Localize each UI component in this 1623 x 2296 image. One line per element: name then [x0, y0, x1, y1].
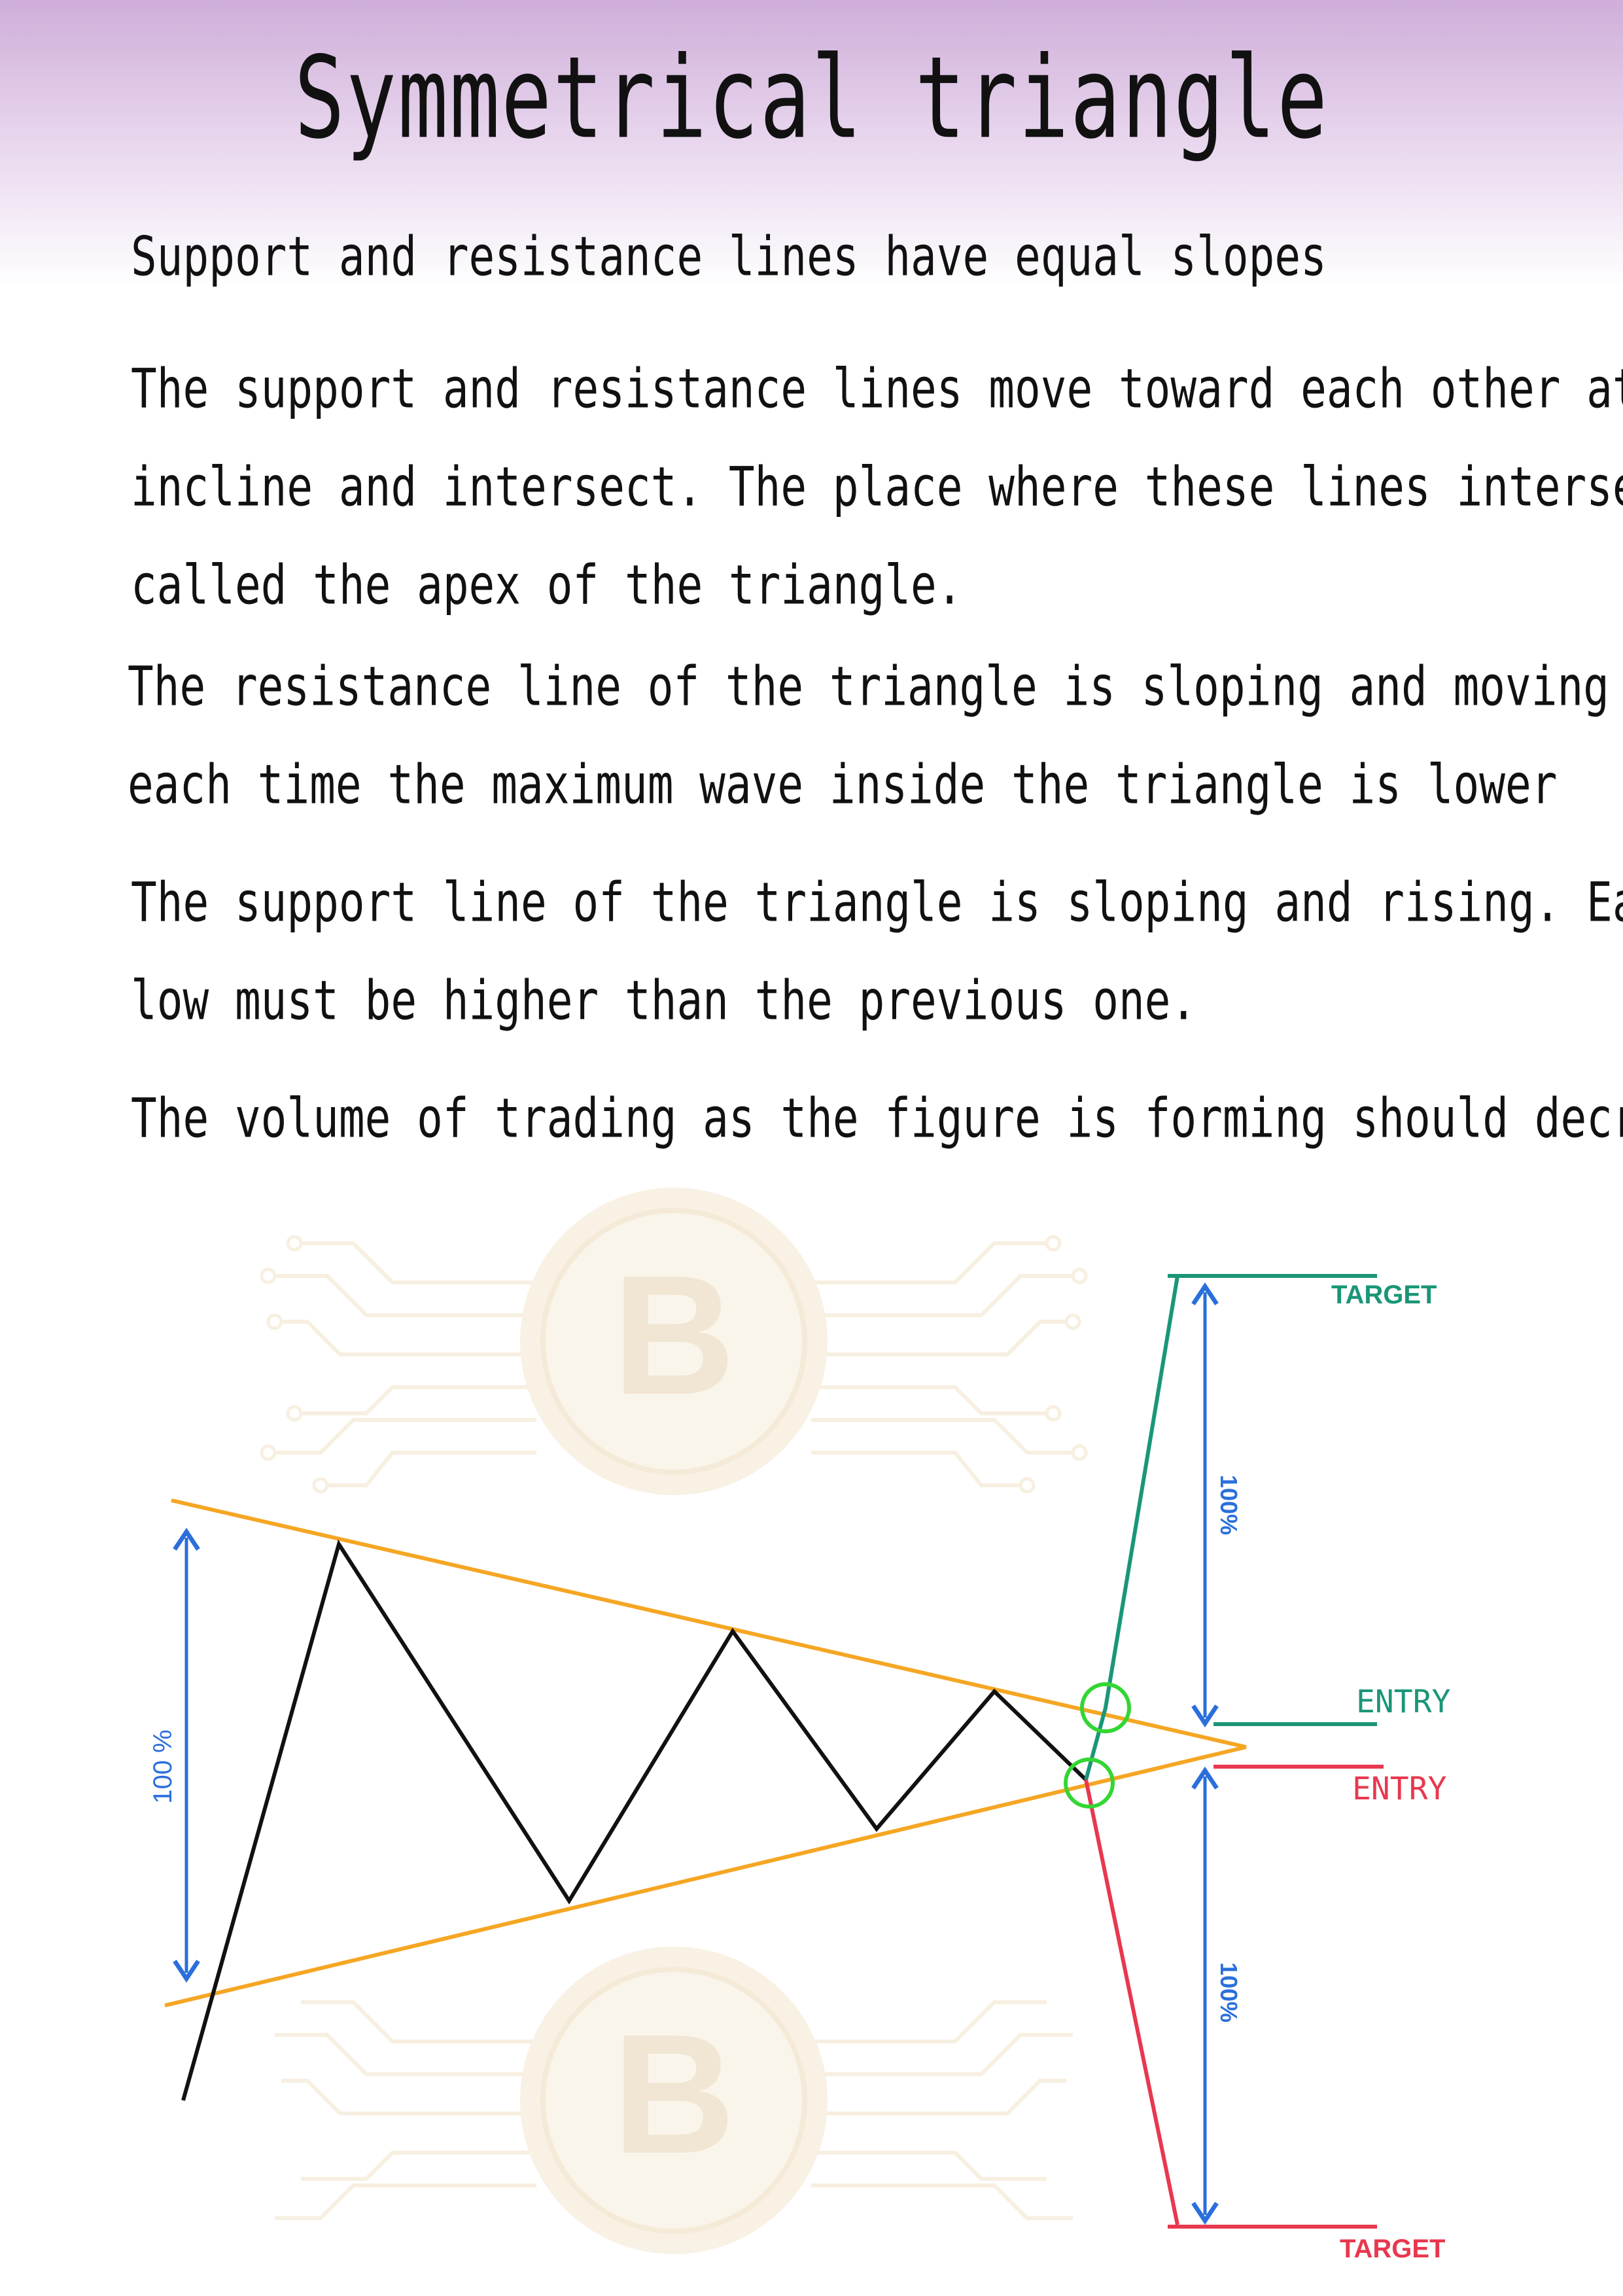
paragraph-line: each time the maximum wave inside the tr… [128, 753, 1558, 817]
down-target-label: TARGET [1340, 2234, 1445, 2263]
paragraph-support: The support line of the triangle is slop… [131, 854, 1623, 1050]
pattern-height-label: 100 % [148, 1729, 177, 1803]
bitcoin-icon: B [612, 1241, 735, 1430]
bitcoin-icon: B [612, 2000, 735, 2189]
bitcoin-watermark-bottom: B [275, 1947, 1073, 2254]
paragraph-line: incline and intersect. The place where t… [131, 455, 1623, 519]
paragraph-line: The volume of trading as the figure is f… [131, 1087, 1623, 1150]
paragraph-resistance: The resistance line of the triangle is s… [128, 638, 1623, 834]
paragraph-line: The resistance line of the triangle is s… [128, 655, 1623, 718]
paragraph-line: called the apex of the triangle. [131, 554, 963, 617]
up-move-label: 100% [1215, 1475, 1242, 1535]
up-target-label: TARGET [1331, 1280, 1437, 1309]
paragraph-line: The support and resistance lines move to… [131, 357, 1623, 421]
paragraph-volume: The volume of trading as the figure is f… [131, 1070, 1623, 1168]
bullish-breakout-path [1084, 1275, 1179, 1780]
paragraph-line: Support and resistance lines have equal … [131, 225, 1327, 289]
paragraph-equal-slopes: Support and resistance lines have equal … [131, 208, 1327, 306]
down-entry-label: ENTRY [1352, 1771, 1447, 1807]
paragraph-line: low must be higher than the previous one… [131, 969, 1197, 1033]
breakout-marker-resistance [1080, 1682, 1131, 1733]
down-move-label: 100% [1215, 1962, 1242, 2022]
resistance-line [171, 1498, 1247, 1749]
up-entry-label: ENTRY [1356, 1684, 1451, 1720]
page-title: Symmetrical triangle [294, 33, 1329, 165]
breakout-marker-support [1064, 1757, 1115, 1809]
price-path [181, 1539, 1088, 2101]
bearish-breakout-path [1084, 1779, 1179, 2225]
header-background [0, 0, 1623, 288]
paragraph-apex: The support and resistance lines move to… [131, 340, 1623, 635]
paragraph-line: The support line of the triangle is slop… [131, 871, 1623, 934]
bitcoin-watermark-top: B [260, 1188, 1088, 1495]
